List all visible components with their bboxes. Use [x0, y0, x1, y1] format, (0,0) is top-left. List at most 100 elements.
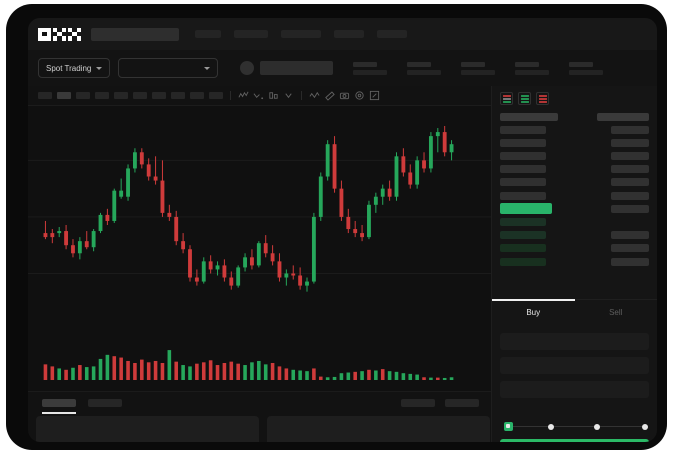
- orderbook-bid-row[interactable]: [500, 217, 649, 228]
- stat-label: [407, 61, 432, 67]
- ruler-icon[interactable]: [324, 90, 335, 101]
- timeframe-7[interactable]: [171, 92, 185, 99]
- timeframe-5[interactable]: [133, 92, 147, 99]
- price-chart[interactable]: [28, 106, 491, 391]
- orderbook-ask-row[interactable]: [500, 164, 649, 175]
- market-stat-1: [407, 61, 442, 75]
- last-price-value: [260, 61, 334, 75]
- orderbook-size: [611, 125, 649, 134]
- orders-panels: [28, 416, 498, 442]
- trading-mode-label: Spot Trading: [46, 63, 92, 73]
- device-frame: Spot Trading: [6, 4, 667, 450]
- fullscreen-icon[interactable]: [369, 90, 380, 101]
- orderbook-mark-price[interactable]: [500, 203, 649, 215]
- orderbook-both-icon[interactable]: [500, 92, 513, 105]
- tab-sell[interactable]: Sell: [609, 308, 623, 317]
- orders-tab-actions: [401, 398, 491, 407]
- orderbook-size: [611, 178, 649, 187]
- okx-logo-icon[interactable]: [38, 27, 81, 41]
- slider-step-0[interactable]: [504, 422, 513, 431]
- order-form: [492, 325, 657, 406]
- orderbook-ask-row[interactable]: [500, 190, 649, 201]
- timeframe-4[interactable]: [114, 92, 128, 99]
- trading-pair-select[interactable]: [118, 58, 219, 78]
- amount-slider[interactable]: [504, 422, 648, 431]
- market-subbar: Spot Trading: [28, 50, 657, 86]
- orderbook-size: [611, 257, 649, 266]
- orderbook-ask-row[interactable]: [500, 124, 649, 135]
- orders-tab-1[interactable]: [88, 398, 122, 407]
- orderbook[interactable]: [492, 109, 657, 299]
- orderbook-size: [611, 152, 649, 161]
- nav-item-2[interactable]: [281, 30, 321, 38]
- orders-panel-right[interactable]: [267, 416, 490, 442]
- orderbook-ask-row[interactable]: [500, 177, 649, 188]
- timeframe-8[interactable]: [190, 92, 204, 99]
- nav-item-3[interactable]: [334, 30, 364, 38]
- orders-action-0[interactable]: [401, 398, 435, 407]
- compare-icon[interactable]: [253, 90, 264, 101]
- candlestick-series: [28, 126, 491, 292]
- orderbook-ask-row[interactable]: [500, 137, 649, 148]
- logo-letter-o: [38, 27, 51, 41]
- slider-step-3[interactable]: [642, 423, 648, 430]
- orders-panel-left[interactable]: [36, 416, 259, 442]
- orderbook-display-modes: [492, 86, 657, 109]
- timeframe-0[interactable]: [38, 92, 52, 99]
- orderbook-header[interactable]: [500, 111, 649, 122]
- slider-track[interactable]: [504, 422, 648, 431]
- timeframe-3[interactable]: [95, 92, 109, 99]
- orders-tabbar: [28, 391, 491, 414]
- orderbook-price: [500, 138, 546, 147]
- header-nav: [195, 30, 420, 38]
- orderbook-price: [500, 191, 546, 200]
- slider-step-2[interactable]: [594, 423, 601, 430]
- app-screen: Spot Trading: [28, 18, 657, 442]
- orderbook-price: [500, 165, 546, 174]
- orders-tab-0[interactable]: [42, 398, 76, 414]
- market-stats: [333, 61, 604, 75]
- orderbook-bid-row[interactable]: [500, 256, 649, 267]
- orderbook-price: [500, 231, 546, 240]
- settings-icon[interactable]: [354, 90, 365, 101]
- toolbar-divider: [230, 91, 231, 100]
- orderbook-bids-icon[interactable]: [518, 92, 531, 105]
- nav-item-1[interactable]: [234, 30, 268, 38]
- market-stat-4: [569, 61, 604, 75]
- orderbook-size: [611, 204, 649, 213]
- timeframe-1[interactable]: [57, 92, 71, 99]
- timeframe-9[interactable]: [209, 92, 223, 99]
- orderbook-ask-row[interactable]: [500, 151, 649, 162]
- slider-step-1[interactable]: [547, 423, 554, 430]
- orderbook-price: [500, 112, 558, 121]
- nav-item-0[interactable]: [195, 30, 221, 38]
- timeframe-6[interactable]: [152, 92, 166, 99]
- stat-value: [569, 69, 604, 75]
- stat-value: [515, 69, 550, 75]
- dropdown-icon[interactable]: [283, 90, 294, 101]
- chart-type-icon[interactable]: [268, 90, 279, 101]
- price-field[interactable]: [500, 357, 649, 374]
- orderbook-size: [611, 231, 649, 240]
- search-input[interactable]: [91, 27, 179, 41]
- tab-buy[interactable]: Buy: [492, 299, 575, 325]
- timeframe-2[interactable]: [76, 92, 90, 99]
- orderbook-asks-icon[interactable]: [536, 92, 549, 105]
- stat-label: [461, 61, 486, 67]
- orderbook-size: [597, 112, 649, 121]
- nav-item-4[interactable]: [377, 30, 407, 38]
- submit-order-button[interactable]: [500, 439, 649, 442]
- orders-action-1[interactable]: [445, 398, 479, 407]
- order-type-field[interactable]: [500, 333, 649, 350]
- market-stat-0: [353, 61, 388, 75]
- orderbook-price: [500, 244, 546, 253]
- orderbook-price: [500, 152, 546, 161]
- chart-toolbar: [28, 86, 491, 106]
- trading-mode-select[interactable]: Spot Trading: [38, 58, 111, 78]
- amount-field[interactable]: [500, 381, 649, 398]
- orderbook-bid-row[interactable]: [500, 230, 649, 241]
- camera-icon[interactable]: [339, 90, 350, 101]
- line-chart-icon[interactable]: [309, 90, 320, 101]
- orderbook-bid-row[interactable]: [500, 243, 649, 254]
- indicators-icon[interactable]: [238, 90, 249, 101]
